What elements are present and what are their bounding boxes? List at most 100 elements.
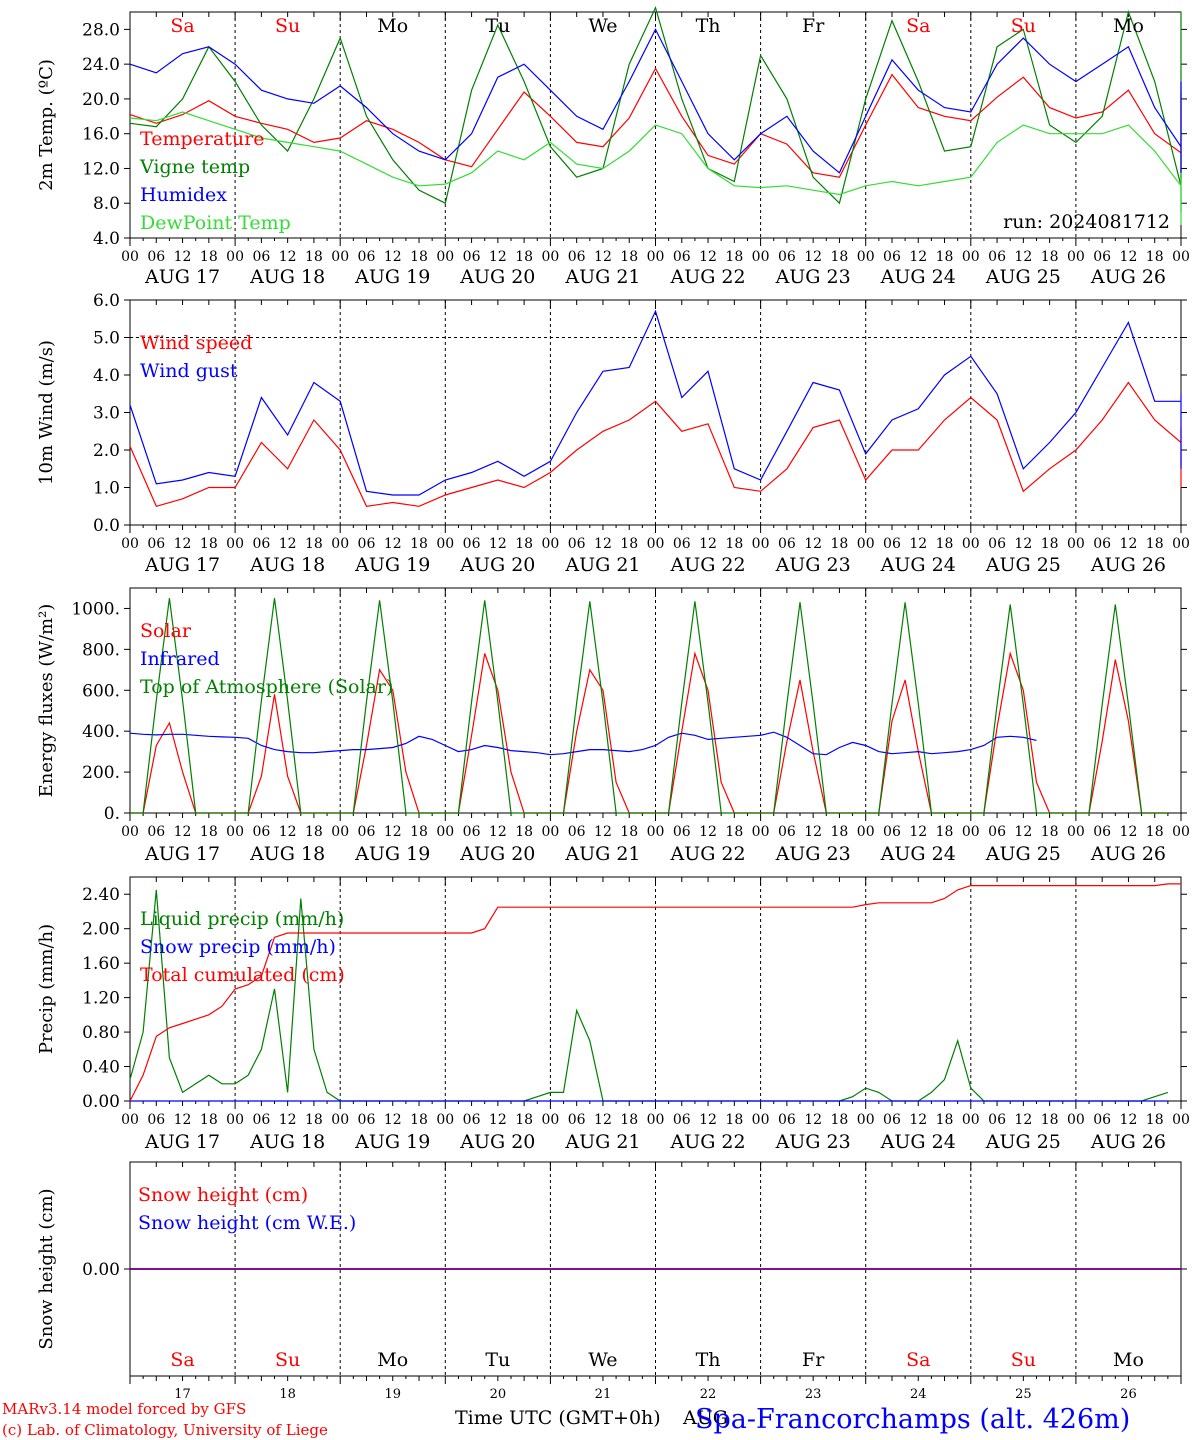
date-label: AUG 18 <box>249 1131 325 1153</box>
hour-tick-label: 00 <box>1172 824 1190 840</box>
weekday-label: Sa <box>170 15 194 37</box>
weekday-label: Sa <box>906 1349 930 1371</box>
weekday-label: Fr <box>802 15 825 37</box>
hour-tick-label: 06 <box>463 249 481 265</box>
day-number-label: 25 <box>1015 1387 1032 1402</box>
hour-tick-label: 00 <box>436 249 454 265</box>
date-label: AUG 22 <box>669 1131 745 1153</box>
date-label: AUG 19 <box>354 266 430 288</box>
panel-3: 0. 200. 400. 600. 800. 1000. Energy fluxes (W/… <box>36 587 1190 865</box>
date-label: AUG 24 <box>880 1131 956 1153</box>
weekday-label: Su <box>1011 15 1036 37</box>
run-label: run: 2024081712 <box>1003 211 1170 233</box>
hour-tick-label: 18 <box>515 824 533 840</box>
hour-tick-label: 18 <box>1146 824 1164 840</box>
hour-tick-label: 12 <box>1120 824 1138 840</box>
y-axis-label: Energy fluxes (W/m²) <box>36 604 57 798</box>
panel-2: 0.0 1.0 2.0 3.0 4.0 5.0 6.0 10m Wind (m/s) 00 06 1… <box>36 291 1190 576</box>
hour-tick-label: 18 <box>936 824 954 840</box>
y-tick-label: 1.60 <box>82 954 120 974</box>
hour-tick-label: 12 <box>1014 536 1032 552</box>
legend-entry: Liquid precip (mm/h) <box>140 908 344 930</box>
hour-tick-label: 00 <box>436 1112 454 1128</box>
hour-tick-label: 12 <box>699 249 717 265</box>
weekday-label: Su <box>1011 1349 1036 1371</box>
day-number-label: 20 <box>490 1387 507 1402</box>
weekday-label: Mo <box>377 1349 408 1371</box>
date-label: AUG 23 <box>775 1131 851 1153</box>
hour-tick-label: 06 <box>883 1112 901 1128</box>
hour-tick-label: 18 <box>831 536 849 552</box>
legend-entry: Snow precip (mm/h) <box>140 936 336 958</box>
hour-tick-label: 00 <box>541 824 559 840</box>
hour-tick-label: 12 <box>1120 1112 1138 1128</box>
hour-tick-label: 00 <box>647 536 665 552</box>
date-label: AUG 24 <box>880 554 956 576</box>
hour-tick-label: 00 <box>331 536 349 552</box>
hour-tick-label: 00 <box>857 249 875 265</box>
day-number-label: 19 <box>384 1387 401 1402</box>
hour-tick-label: 12 <box>909 824 927 840</box>
hour-tick-label: 18 <box>725 249 743 265</box>
hour-tick-label: 12 <box>1120 536 1138 552</box>
hour-tick-label: 18 <box>515 536 533 552</box>
weekday-label: Su <box>275 15 300 37</box>
hour-tick-label: 00 <box>647 249 665 265</box>
hour-tick-label: 12 <box>909 536 927 552</box>
hour-tick-label: 00 <box>121 1112 139 1128</box>
hour-tick-label: 12 <box>594 536 612 552</box>
day-number-label: 22 <box>700 1387 717 1402</box>
hour-tick-label: 18 <box>410 249 428 265</box>
hour-tick-label: 06 <box>778 824 796 840</box>
date-label: AUG 22 <box>669 843 745 865</box>
hour-tick-label: 18 <box>620 536 638 552</box>
date-label: AUG 17 <box>144 843 220 865</box>
date-label: AUG 18 <box>249 266 325 288</box>
hour-tick-label: 00 <box>1067 536 1085 552</box>
hour-tick-label: 06 <box>147 824 165 840</box>
hour-tick-label: 18 <box>515 1112 533 1128</box>
hour-tick-label: 12 <box>594 1112 612 1128</box>
weekday-label: Sa <box>906 15 930 37</box>
hour-tick-label: 06 <box>147 1112 165 1128</box>
y-tick-label: 4.0 <box>93 229 120 249</box>
hour-tick-label: 00 <box>752 824 770 840</box>
hour-tick-label: 00 <box>1172 1112 1190 1128</box>
date-label: AUG 17 <box>144 554 220 576</box>
credit-line-2: (c) Lab. of Climatology, University of L… <box>2 1421 328 1439</box>
hour-tick-label: 06 <box>673 1112 691 1128</box>
series-line-wind-gust <box>129 309 1182 496</box>
date-label: AUG 22 <box>669 266 745 288</box>
date-label: AUG 22 <box>669 554 745 576</box>
y-tick-label: 24.0 <box>82 55 120 75</box>
hour-tick-label: 00 <box>857 536 875 552</box>
date-label: AUG 18 <box>249 843 325 865</box>
legend-entry: Solar <box>140 620 192 642</box>
hour-tick-label: 12 <box>699 1112 717 1128</box>
hour-tick-label: 06 <box>568 824 586 840</box>
station-title: Spa-Francorchamps (alt. 426m) <box>695 1404 1130 1435</box>
hour-tick-label: 00 <box>436 536 454 552</box>
hour-tick-label: 00 <box>541 536 559 552</box>
hour-tick-label: 00 <box>1172 536 1190 552</box>
series-line-dewpoint-temp <box>129 111 1182 225</box>
legend-entry: Humidex <box>140 184 227 206</box>
y-tick-label: 1000. <box>71 599 120 619</box>
date-label: AUG 25 <box>985 843 1061 865</box>
hour-tick-label: 18 <box>831 1112 849 1128</box>
hour-tick-label: 06 <box>883 249 901 265</box>
legend-entry: Infrared <box>140 648 220 670</box>
hour-tick-label: 06 <box>1093 536 1111 552</box>
x-axis-title: Time UTC (GMT+0h) <box>455 1407 661 1429</box>
hour-tick-label: 00 <box>962 249 980 265</box>
hour-tick-label: 18 <box>936 1112 954 1128</box>
hour-tick-label: 12 <box>804 536 822 552</box>
y-axis-label: 10m Wind (m/s) <box>36 340 57 485</box>
hour-tick-label: 06 <box>1093 249 1111 265</box>
hour-tick-label: 06 <box>673 536 691 552</box>
hour-tick-label: 12 <box>804 249 822 265</box>
hour-tick-label: 00 <box>752 1112 770 1128</box>
hour-tick-label: 12 <box>384 249 402 265</box>
y-tick-label: 2.00 <box>82 920 120 940</box>
hour-tick-label: 00 <box>226 249 244 265</box>
